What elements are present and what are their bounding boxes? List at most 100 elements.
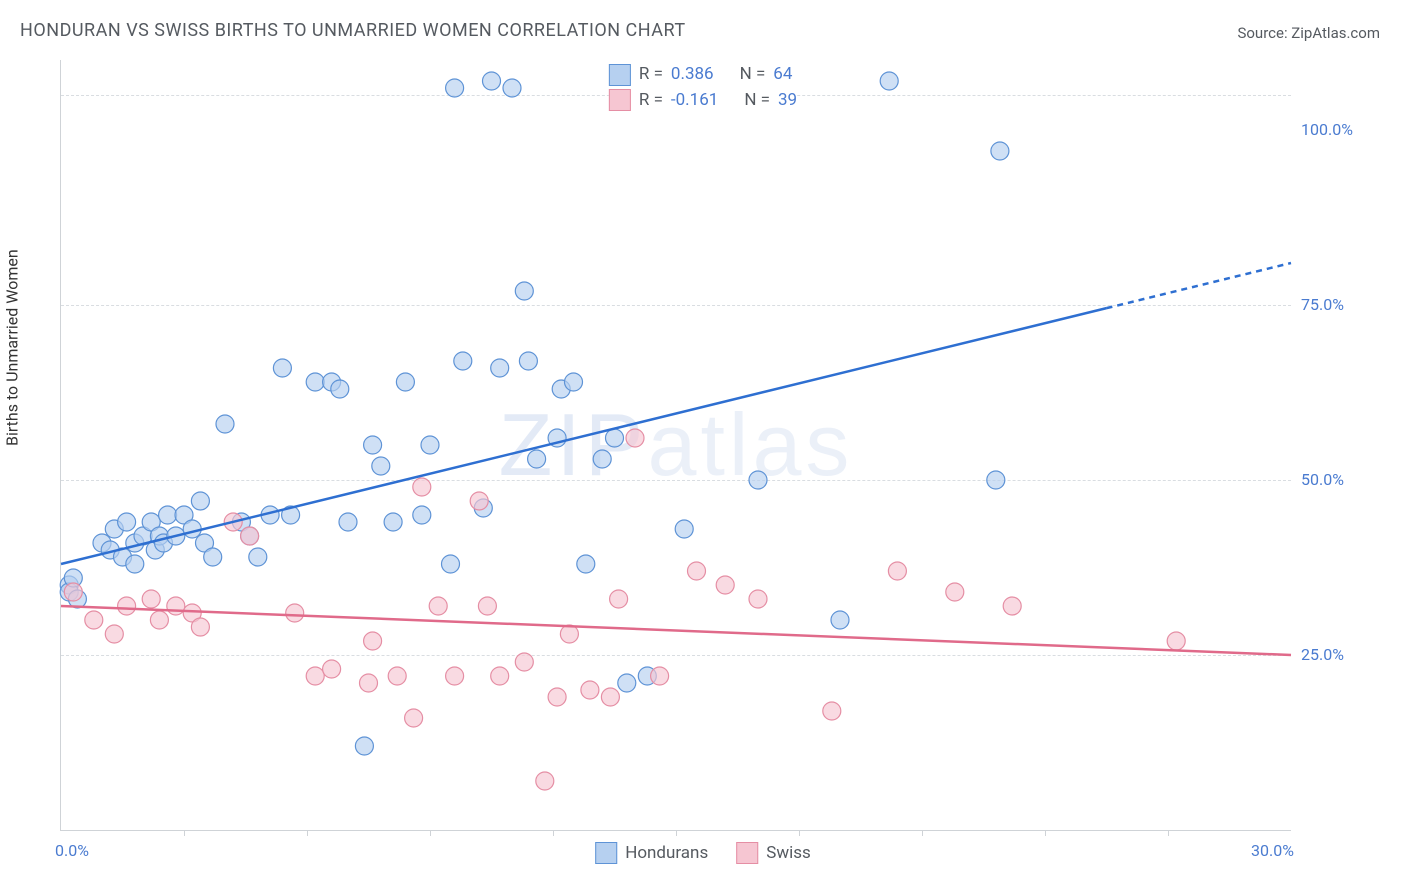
data-point — [548, 688, 566, 706]
data-point — [204, 548, 222, 566]
data-point — [626, 429, 644, 447]
x-tick-mark — [184, 830, 185, 836]
y-tick-label: 100.0% — [1301, 120, 1381, 139]
data-point — [749, 471, 767, 489]
legend-series-item: Swiss — [736, 842, 811, 864]
y-tick-label: 50.0% — [1301, 470, 1381, 489]
data-point — [167, 597, 185, 615]
data-point — [323, 660, 341, 678]
data-point — [85, 611, 103, 629]
trend-line — [61, 308, 1107, 564]
x-tick-mark — [553, 830, 554, 836]
data-point — [880, 72, 898, 90]
trend-line — [61, 606, 1291, 655]
legend-r-value: -0.161 — [671, 88, 718, 114]
data-point — [413, 478, 431, 496]
data-point — [749, 590, 767, 608]
legend-n-label: N = — [740, 62, 766, 88]
x-tick-label: 30.0% — [1251, 841, 1294, 860]
data-point — [150, 611, 168, 629]
data-point — [601, 688, 619, 706]
data-point — [888, 562, 906, 580]
data-point — [384, 513, 402, 531]
legend-correlation-row: R = 0.386N = 64 — [609, 62, 797, 88]
data-point — [360, 674, 378, 692]
legend-r-label: R = — [639, 62, 663, 88]
data-point — [118, 513, 136, 531]
data-point — [105, 625, 123, 643]
y-tick-label: 75.0% — [1301, 295, 1381, 314]
legend-correlation: R = 0.386N = 64R = -0.161N = 39 — [609, 60, 797, 115]
y-axis-label: Births to Unmarried Women — [3, 249, 22, 446]
data-point — [413, 506, 431, 524]
legend-swatch — [736, 842, 758, 864]
data-point — [331, 380, 349, 398]
data-point — [1003, 597, 1021, 615]
scatter-svg — [61, 60, 1291, 830]
data-point — [610, 590, 628, 608]
data-point — [618, 674, 636, 692]
data-point — [273, 359, 291, 377]
data-point — [249, 548, 267, 566]
legend-n-value: 39 — [778, 88, 797, 114]
data-point — [593, 450, 611, 468]
data-point — [1167, 632, 1185, 650]
legend-correlation-row: R = -0.161 N = 39 — [609, 88, 797, 114]
data-point — [991, 142, 1009, 160]
data-point — [442, 555, 460, 573]
source-label: Source: ZipAtlas.com — [1237, 24, 1380, 42]
legend-series-item: Hondurans — [595, 842, 708, 864]
x-tick-mark — [676, 830, 677, 836]
data-point — [478, 597, 496, 615]
data-point — [191, 618, 209, 636]
data-point — [388, 667, 406, 685]
data-point — [606, 429, 624, 447]
data-point — [651, 667, 669, 685]
data-point — [183, 520, 201, 538]
chart-title: HONDURAN VS SWISS BIRTHS TO UNMARRIED WO… — [20, 20, 686, 41]
data-point — [126, 555, 144, 573]
data-point — [987, 471, 1005, 489]
data-point — [372, 457, 390, 475]
data-point — [503, 79, 521, 97]
legend-series: Hondurans Swiss — [595, 842, 811, 864]
data-point — [339, 513, 357, 531]
data-point — [688, 562, 706, 580]
data-point — [306, 667, 324, 685]
data-point — [241, 527, 259, 545]
x-tick-mark — [307, 830, 308, 836]
y-tick-label: 25.0% — [1301, 645, 1381, 664]
data-point — [823, 702, 841, 720]
data-point — [396, 373, 414, 391]
data-point — [577, 555, 595, 573]
legend-r-value: 0.386 — [671, 62, 714, 88]
legend-swatch — [609, 89, 631, 111]
x-tick-mark — [922, 830, 923, 836]
data-point — [421, 436, 439, 454]
data-point — [216, 415, 234, 433]
data-point — [519, 352, 537, 370]
data-point — [515, 282, 533, 300]
data-point — [364, 436, 382, 454]
data-point — [581, 681, 599, 699]
legend-n-label: N = — [744, 88, 770, 114]
data-point — [446, 79, 464, 97]
data-point — [515, 653, 533, 671]
data-point — [405, 709, 423, 727]
legend-r-label: R = — [639, 88, 663, 114]
data-point — [946, 583, 964, 601]
legend-swatch — [595, 842, 617, 864]
data-point — [286, 604, 304, 622]
data-point — [528, 450, 546, 468]
x-tick-mark — [430, 830, 431, 836]
data-point — [675, 520, 693, 538]
data-point — [831, 611, 849, 629]
data-point — [142, 590, 160, 608]
data-point — [118, 597, 136, 615]
data-point — [306, 373, 324, 391]
data-point — [470, 492, 488, 510]
data-point — [446, 667, 464, 685]
data-point — [565, 373, 583, 391]
data-point — [491, 359, 509, 377]
plot-area: ZIPatlas 25.0%50.0%75.0%100.0%0.0%30.0% — [60, 60, 1291, 831]
